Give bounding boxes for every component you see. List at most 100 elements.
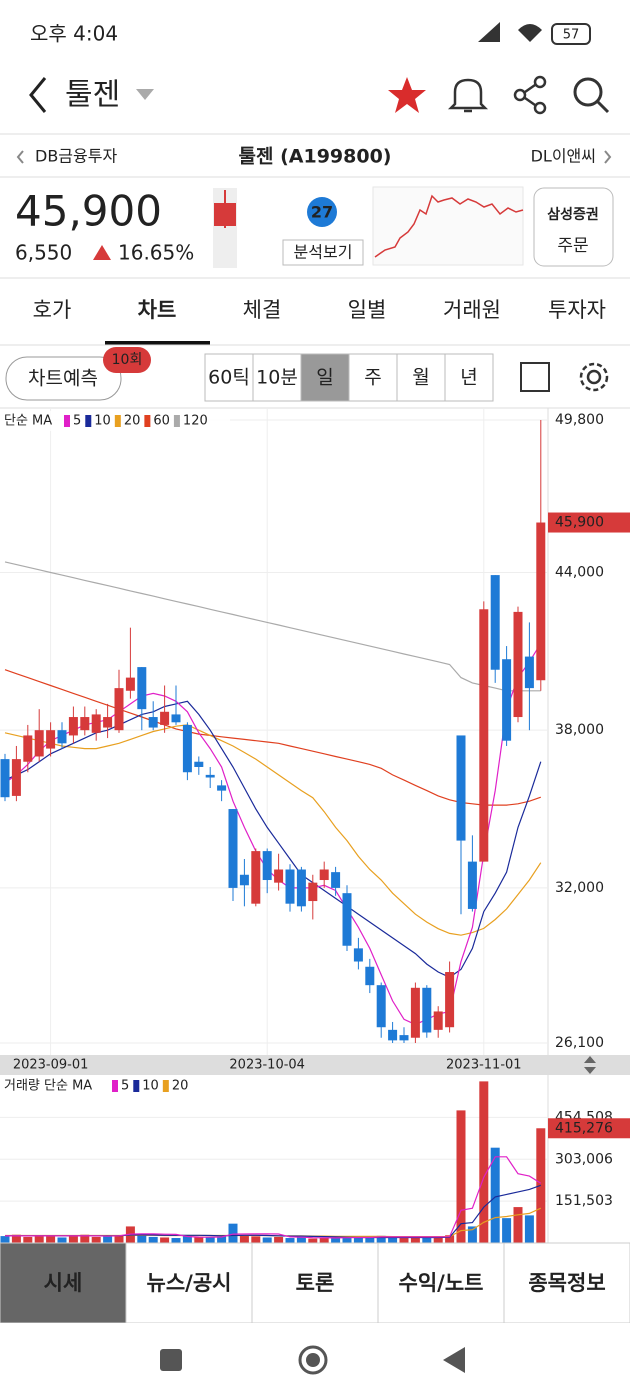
volume-tag (548, 1118, 630, 1139)
volume-bar (365, 1237, 375, 1243)
prev-arrow[interactable] (16, 150, 24, 164)
volume-bar (285, 1238, 295, 1243)
period-cell[interactable] (300, 353, 350, 402)
candle-body (205, 774, 215, 778)
tab[interactable]: 거래원 (443, 298, 501, 322)
nav-tab-label[interactable]: 토론 (296, 1271, 335, 1295)
candle-body (388, 1029, 398, 1041)
tab[interactable]: 호가 (33, 298, 72, 322)
predict-button[interactable] (5, 356, 122, 401)
analysis-count[interactable]: 27 (311, 203, 333, 222)
candle-body (308, 882, 318, 902)
analysis-label[interactable]: 분석보기 (294, 243, 353, 262)
volume-bar (422, 1236, 432, 1243)
candle-body (342, 893, 352, 946)
nav-tab[interactable] (251, 1242, 379, 1324)
nav-tab-label[interactable]: 수익/노트 (399, 1271, 484, 1295)
tab[interactable]: 투자자 (548, 298, 606, 322)
volume-bar (103, 1236, 113, 1243)
search-button[interactable] (573, 77, 610, 114)
nav-tab-label[interactable]: 시세 (44, 1271, 83, 1295)
settings-button[interactable] (579, 362, 609, 392)
stock-title[interactable]: 툴젠 (65, 78, 120, 113)
period-label[interactable]: 년 (460, 367, 477, 389)
recent-apps[interactable] (160, 1349, 182, 1371)
period-cell[interactable] (348, 353, 398, 402)
volume-bar (353, 1236, 363, 1243)
predict-label[interactable]: 차트예측 (28, 368, 98, 390)
volume-bar (171, 1238, 181, 1243)
legend-swatch (133, 1080, 140, 1092)
battery-icon (551, 23, 591, 45)
y-tick-label: 44,000 (555, 564, 604, 580)
tab[interactable]: 체결 (243, 298, 282, 322)
volume-bar (319, 1238, 329, 1243)
candle-body (68, 717, 78, 736)
volume-bar (308, 1238, 318, 1243)
tab[interactable]: 일별 (348, 298, 387, 322)
period-cell[interactable] (444, 353, 494, 402)
period-label[interactable]: 주 (364, 367, 381, 389)
y-tick-label: 303,006 (555, 1151, 613, 1167)
period-label[interactable]: 60틱 (208, 367, 250, 389)
candle-body (513, 611, 523, 718)
y-tick-label: 38,000 (555, 722, 604, 738)
favorite-star[interactable] (388, 77, 426, 113)
legend-swatch (144, 415, 151, 427)
period-cell[interactable] (396, 353, 446, 402)
order-button[interactable] (533, 187, 614, 267)
candle-body (490, 575, 500, 670)
resize-handle[interactable] (584, 1056, 596, 1074)
next-stock[interactable]: DL이앤씨 (531, 147, 596, 166)
nav-tab[interactable] (125, 1242, 253, 1324)
prev-stock[interactable]: DB금융투자 (35, 147, 117, 166)
dropdown-arrow[interactable] (136, 89, 154, 100)
broker-name[interactable]: 삼성증권 (547, 207, 599, 223)
legend-swatch (114, 415, 121, 427)
volume-bar (194, 1236, 204, 1243)
x-tick-label: 2023-11-01 (446, 1058, 522, 1073)
legend-swatch (64, 415, 70, 427)
back-nav[interactable] (443, 1347, 465, 1373)
tab[interactable]: 차트 (138, 298, 177, 322)
order-label[interactable]: 주문 (557, 236, 588, 256)
next-arrow[interactable] (604, 150, 612, 164)
price-chart: 26,100 32,000 38,000 44,000 49,800 45,900 단순 M… (0, 408, 630, 1055)
home-button[interactable] (298, 1345, 328, 1375)
period-cell[interactable] (204, 353, 254, 402)
y-tick-label: 26,100 (555, 1035, 604, 1051)
home-dot (306, 1353, 320, 1367)
volume-bar (479, 1081, 489, 1243)
analysis-badge[interactable] (307, 197, 337, 227)
fullscreen-button[interactable] (520, 362, 550, 392)
y-tick-label: 49,800 (555, 412, 604, 428)
alarm-button[interactable] (447, 78, 489, 113)
x-tick-label: 2023-09-01 (13, 1058, 89, 1073)
back-button[interactable] (29, 77, 47, 113)
legend-swatch (173, 415, 180, 427)
ma-line (4, 561, 541, 692)
tab-indicator (105, 341, 210, 345)
battery-level: 57 (563, 28, 580, 43)
ma-line (4, 724, 542, 936)
legend-label: 20 (172, 1079, 189, 1094)
volume-bar (205, 1237, 215, 1243)
nav-tab-label[interactable]: 뉴스/공시 (147, 1271, 232, 1295)
volume-bar (239, 1235, 249, 1243)
volume-bar (467, 1226, 477, 1243)
share-button[interactable] (513, 75, 547, 115)
tab-bar: 호가 차트 체결 일별 거래원 투자자 (33, 298, 606, 345)
date-axis-bar (0, 1055, 630, 1075)
volume-bar (433, 1236, 443, 1243)
volume-bar (410, 1237, 420, 1243)
volume-bar (68, 1235, 78, 1243)
nav-tab-label[interactable]: 종목정보 (528, 1271, 605, 1295)
analysis-button[interactable] (282, 239, 364, 266)
period-label[interactable]: 10분 (256, 367, 298, 389)
nav-tab[interactable] (503, 1242, 630, 1324)
period-label[interactable]: 일 (316, 367, 333, 389)
period-cell[interactable] (252, 353, 302, 402)
legend-title: 거래량 단순 MA (4, 1079, 92, 1094)
period-label[interactable]: 월 (412, 367, 429, 389)
stock-name-code: 툴젠 (A199800) (239, 146, 392, 168)
